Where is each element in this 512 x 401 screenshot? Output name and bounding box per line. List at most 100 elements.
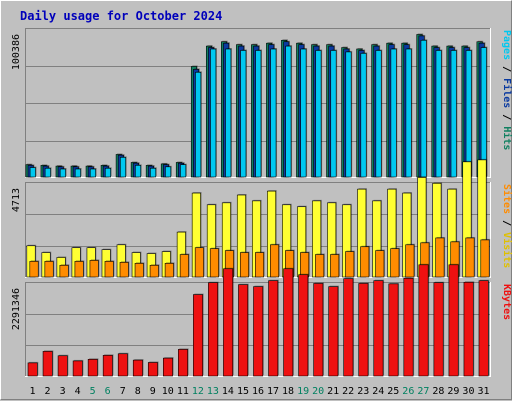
bar-sites <box>179 254 189 278</box>
bar-pages <box>210 48 217 178</box>
bar-pages <box>89 168 96 178</box>
bar-sites <box>480 239 490 278</box>
bar-kbytes <box>178 349 188 377</box>
chart-title: Daily usage for October 2024 <box>20 9 222 23</box>
bar-sites <box>390 248 400 278</box>
x-tick-label: 11 <box>177 386 189 397</box>
bar-pages <box>465 50 472 178</box>
bar-sites <box>465 237 475 278</box>
bar-kbytes <box>193 294 203 377</box>
bar-pages <box>420 39 427 178</box>
x-tick-label: 25 <box>387 386 399 397</box>
bar-kbytes <box>358 283 369 377</box>
panel-top-series-label: Pages / Files / Hits <box>501 30 512 150</box>
bar-pages <box>345 51 352 178</box>
bar-kbytes <box>42 351 53 377</box>
panel-bottom: 2291346 KBytes <box>11 263 512 377</box>
x-tick-label: 4 <box>75 386 81 397</box>
bar-kbytes <box>72 360 83 377</box>
series-label-part: / <box>501 214 512 232</box>
x-tick-label: 31 <box>477 386 489 397</box>
series-label-part: Pages <box>501 30 512 60</box>
bar-sites <box>315 254 325 278</box>
bar-sites <box>89 260 99 278</box>
bar-kbytes <box>147 362 158 377</box>
bar-kbytes <box>223 268 234 377</box>
x-tick-label: 21 <box>327 386 339 397</box>
bar-sites <box>270 244 280 278</box>
x-tick-label: 2 <box>45 386 51 397</box>
x-tick-label: 9 <box>150 386 156 397</box>
x-tick-label: 5 <box>90 386 96 397</box>
x-tick-label: 18 <box>282 386 294 397</box>
bar-sites <box>209 248 219 278</box>
bar-sites <box>375 250 385 278</box>
bar-sites <box>330 254 340 278</box>
panel-top-ymax-label: 100386 <box>11 34 22 70</box>
bar-sites <box>119 262 129 278</box>
x-tick-label: 27 <box>417 386 429 397</box>
x-tick-label: 29 <box>447 386 459 397</box>
x-tick-label: 15 <box>237 386 249 397</box>
bar-sites <box>254 252 265 278</box>
bar-kbytes <box>117 353 128 377</box>
series-label-part: Files <box>501 78 512 108</box>
bar-kbytes <box>343 278 354 377</box>
bar-kbytes <box>298 274 309 377</box>
bar-pages <box>375 50 382 178</box>
x-tick-label: 26 <box>402 386 414 397</box>
bar-kbytes <box>418 264 429 377</box>
bar-pages <box>435 50 442 178</box>
bar-kbytes <box>253 286 264 377</box>
bar-kbytes <box>373 280 384 377</box>
series-label-part: KBytes <box>501 284 512 320</box>
bar-kbytes <box>208 282 219 377</box>
bar-pages <box>74 168 81 178</box>
bar-kbytes <box>283 268 294 377</box>
bar-sites <box>239 252 249 278</box>
bar-sites <box>194 247 204 278</box>
panel-middle: 4713 Sites / Visits <box>11 158 512 278</box>
x-tick-label: 14 <box>222 386 234 397</box>
bar-kbytes <box>433 282 444 377</box>
bar-sites <box>134 263 144 278</box>
x-tick-label: 24 <box>372 386 384 397</box>
bar-pages <box>285 45 292 178</box>
panel-bottom-ymax-label: 2291346 <box>11 288 22 330</box>
bar-pages <box>240 50 247 178</box>
x-axis-labels: 1 2 3 4 5 6 7 8 9 10 11 12 13 14 15 16 17 18 19 20 21 22 23 24 2… <box>30 386 490 397</box>
bar-pages <box>150 167 157 178</box>
x-tick-label: 12 <box>192 386 204 397</box>
x-tick-label: 16 <box>252 386 264 397</box>
bar-kbytes <box>57 355 68 377</box>
x-tick-label: 13 <box>207 386 219 397</box>
bar-sites <box>164 263 174 278</box>
bar-kbytes <box>268 280 279 377</box>
x-tick-label: 28 <box>432 386 444 397</box>
x-tick-label: 17 <box>267 386 279 397</box>
x-tick-label: 6 <box>105 386 111 397</box>
bar-pages <box>480 47 487 178</box>
bar-pages <box>315 50 322 178</box>
bar-sites <box>29 261 39 278</box>
bar-kbytes <box>388 283 399 377</box>
bar-kbytes <box>403 278 414 377</box>
bar-sites <box>74 261 84 278</box>
bar-sites <box>435 237 445 278</box>
bar-kbytes <box>162 357 173 377</box>
panel-middle-ymax-label: 4713 <box>11 188 22 212</box>
bar-pages <box>300 48 307 178</box>
x-tick-label: 7 <box>120 386 126 397</box>
bar-pages <box>180 164 187 178</box>
bar-sites <box>44 261 54 278</box>
bar-pages <box>44 167 51 178</box>
bar-pages <box>29 167 36 178</box>
bar-pages <box>59 168 66 178</box>
bar-sites <box>405 244 415 278</box>
bar-pages <box>405 48 412 178</box>
bar-pages <box>165 166 172 178</box>
bar-sites <box>149 264 159 278</box>
panel-top: 100386 Pages / Files / Hits <box>11 28 512 178</box>
bar-kbytes <box>132 359 143 377</box>
